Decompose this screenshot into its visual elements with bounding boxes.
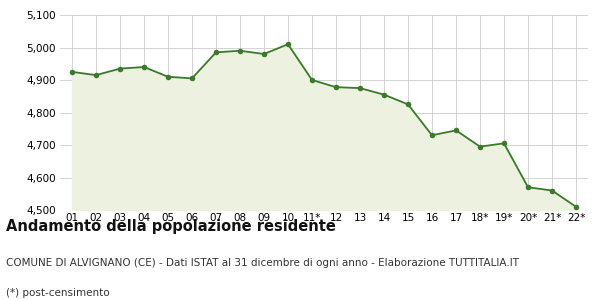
Point xyxy=(547,188,557,193)
Point xyxy=(91,73,101,77)
Point xyxy=(283,42,293,47)
Point xyxy=(379,92,389,97)
Point xyxy=(331,85,341,90)
Text: Andamento della popolazione residente: Andamento della popolazione residente xyxy=(6,219,336,234)
Point xyxy=(259,52,269,56)
Point xyxy=(571,204,581,209)
Point xyxy=(187,76,197,81)
Point xyxy=(235,48,245,53)
Point xyxy=(427,133,437,138)
Point xyxy=(67,70,77,74)
Point xyxy=(451,128,461,133)
Point xyxy=(403,102,413,107)
Text: (*) post-censimento: (*) post-censimento xyxy=(6,288,110,298)
Point xyxy=(355,86,365,91)
Point xyxy=(115,66,125,71)
Point xyxy=(523,185,533,190)
Point xyxy=(163,74,173,79)
Point xyxy=(499,141,509,146)
Text: COMUNE DI ALVIGNANO (CE) - Dati ISTAT al 31 dicembre di ogni anno - Elaborazione: COMUNE DI ALVIGNANO (CE) - Dati ISTAT al… xyxy=(6,258,519,268)
Point xyxy=(475,144,485,149)
Point xyxy=(139,64,149,69)
Point xyxy=(211,50,221,55)
Point xyxy=(307,78,317,82)
